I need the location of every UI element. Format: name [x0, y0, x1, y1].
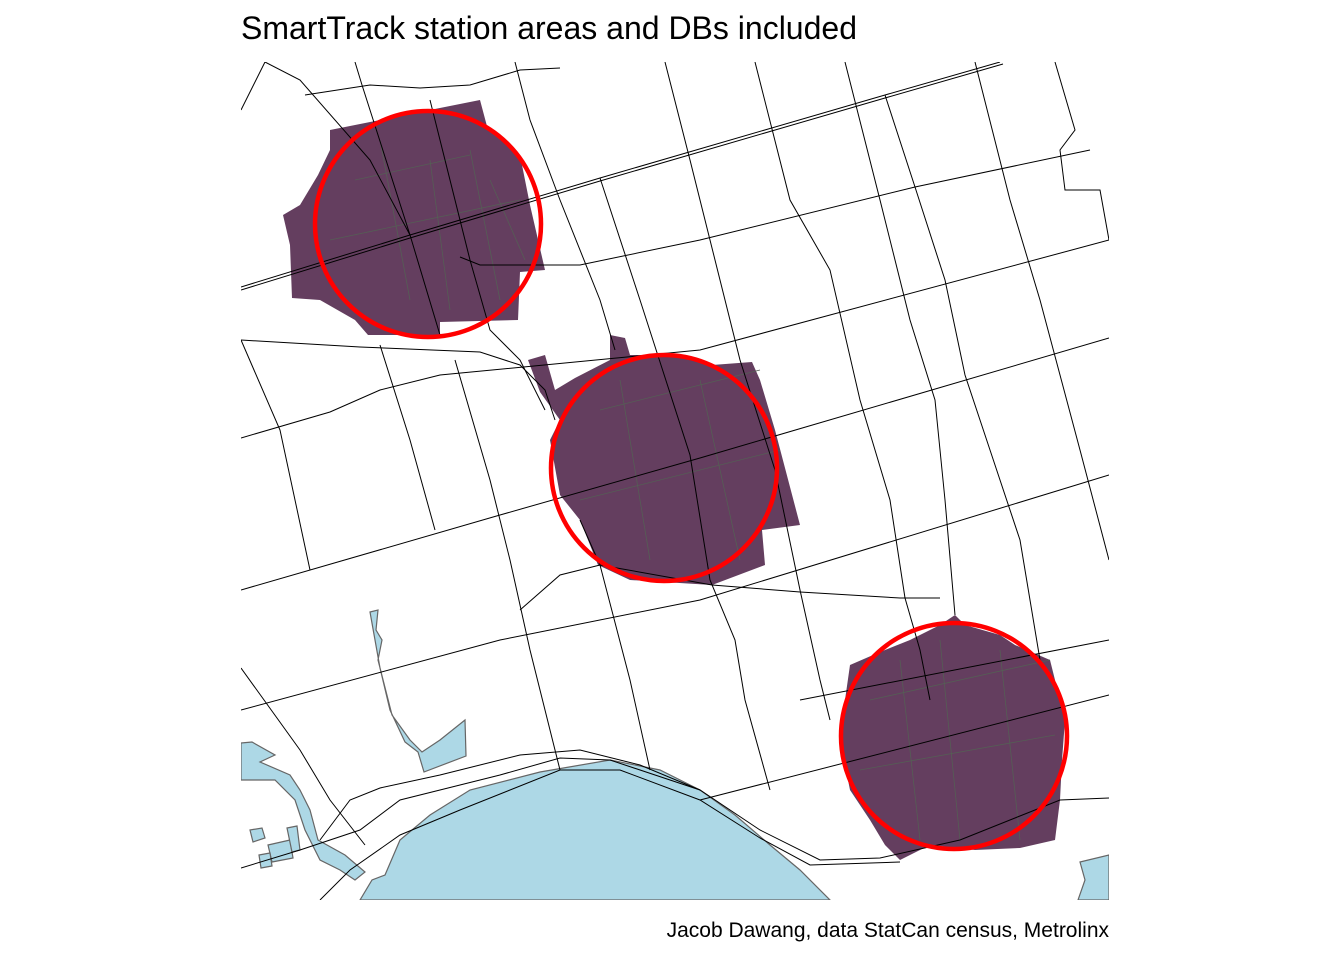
road: [664, 62, 831, 721]
road: [241, 239, 1109, 439]
station-circle-south: [838, 620, 1070, 852]
inlet: [369, 609, 467, 773]
road: [459, 149, 1091, 266]
db-area-central: [528, 335, 800, 585]
db-area-north: [283, 100, 545, 335]
road: [241, 667, 366, 846]
station-circle-north: [312, 108, 544, 340]
road: [264, 62, 411, 236]
station-circle-central: [548, 352, 780, 584]
road: [319, 769, 901, 900]
road: [429, 99, 546, 411]
road-network: [241, 62, 1109, 900]
road: [514, 62, 616, 351]
road: [844, 62, 956, 616]
road: [241, 63, 1004, 291]
db-area-south: [840, 615, 1065, 860]
road: [241, 339, 556, 421]
road: [599, 177, 771, 791]
map-caption: Jacob Dawang, data StatCan census, Metro…: [666, 919, 1109, 942]
road: [241, 339, 311, 571]
road: [884, 94, 1041, 661]
road: [241, 474, 1109, 711]
road: [241, 62, 266, 111]
road: [1054, 62, 1109, 241]
map-title: SmartTrack station areas and DBs include…: [241, 10, 857, 46]
road: [579, 519, 651, 771]
road: [454, 359, 561, 771]
db-boundaries: [329, 139, 1056, 841]
road: [379, 344, 436, 531]
road: [974, 62, 1109, 561]
west-harbour: [241, 741, 366, 881]
water-layer: [241, 609, 1109, 900]
small-pond-1: [249, 827, 266, 843]
road: [304, 67, 561, 96]
road: [754, 62, 931, 701]
dissemination-blocks: [283, 100, 1065, 860]
station-area-circles: [312, 108, 1070, 852]
road: [354, 62, 441, 336]
road: [241, 337, 1109, 591]
road: [319, 749, 701, 841]
east-harbour: [1077, 854, 1109, 900]
